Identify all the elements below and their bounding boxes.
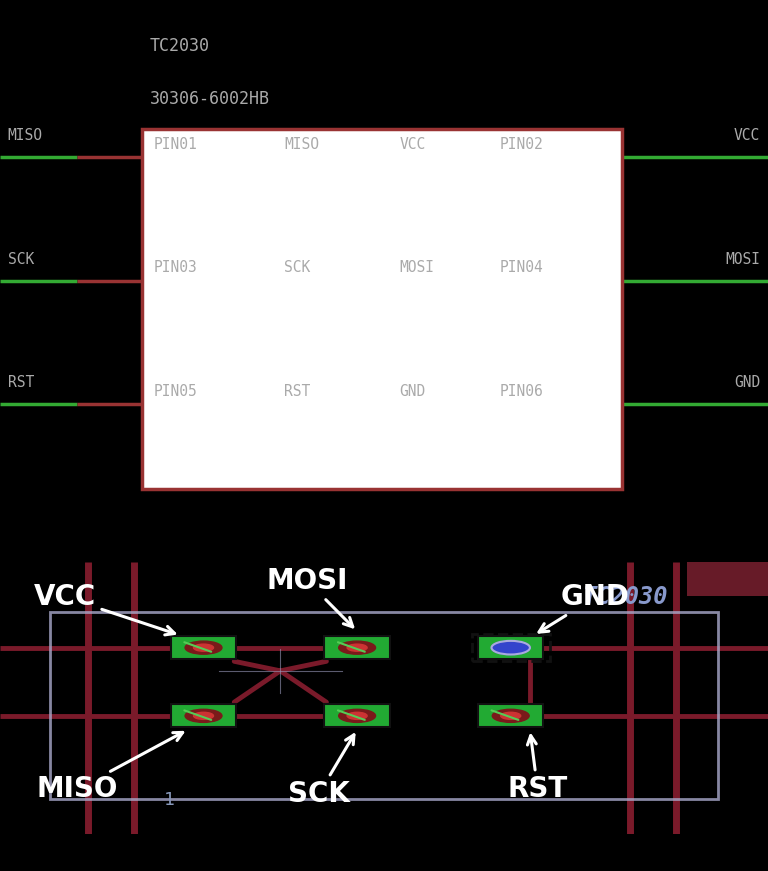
Text: RST: RST: [8, 375, 34, 390]
Text: MISO: MISO: [36, 733, 183, 803]
Circle shape: [492, 641, 530, 654]
Bar: [472, 634, 550, 661]
Text: 1: 1: [164, 791, 174, 808]
Text: SCK: SCK: [284, 260, 310, 275]
Circle shape: [194, 645, 214, 652]
Text: VCC: VCC: [34, 584, 174, 635]
Bar: [170, 705, 237, 727]
Text: MOSI: MOSI: [725, 252, 760, 267]
Text: TC2030: TC2030: [583, 585, 668, 609]
Bar: [478, 636, 544, 659]
Circle shape: [347, 645, 367, 652]
Text: RST: RST: [508, 736, 568, 803]
Text: GND: GND: [734, 375, 760, 390]
Text: MISO: MISO: [8, 128, 43, 143]
Text: RST: RST: [284, 384, 310, 399]
Circle shape: [339, 641, 376, 654]
Bar: [142, 129, 622, 489]
Text: TC2030: TC2030: [150, 37, 210, 55]
Circle shape: [347, 712, 367, 719]
Text: GND: GND: [399, 384, 425, 399]
Circle shape: [339, 709, 376, 722]
Bar: [478, 705, 544, 727]
Circle shape: [185, 709, 222, 722]
Text: MISO: MISO: [284, 137, 319, 152]
Bar: [687, 562, 768, 596]
Bar: [50, 612, 718, 799]
Circle shape: [185, 641, 222, 654]
Bar: [170, 636, 237, 659]
Bar: [324, 636, 390, 659]
Text: PIN06: PIN06: [499, 384, 543, 399]
Text: MOSI: MOSI: [266, 567, 353, 627]
Circle shape: [492, 709, 529, 722]
Text: VCC: VCC: [399, 137, 425, 152]
Text: SCK: SCK: [288, 735, 354, 808]
Text: VCC: VCC: [734, 128, 760, 143]
Text: PIN03: PIN03: [154, 260, 197, 275]
Circle shape: [501, 712, 521, 719]
Circle shape: [194, 712, 214, 719]
Text: PIN02: PIN02: [499, 137, 543, 152]
Text: SCK: SCK: [8, 252, 34, 267]
Text: 30306-6002HB: 30306-6002HB: [150, 90, 270, 108]
Text: PIN04: PIN04: [499, 260, 543, 275]
Text: PIN05: PIN05: [154, 384, 197, 399]
Text: GND: GND: [539, 584, 630, 632]
Bar: [324, 705, 390, 727]
Text: MOSI: MOSI: [399, 260, 435, 275]
Text: PIN01: PIN01: [154, 137, 197, 152]
